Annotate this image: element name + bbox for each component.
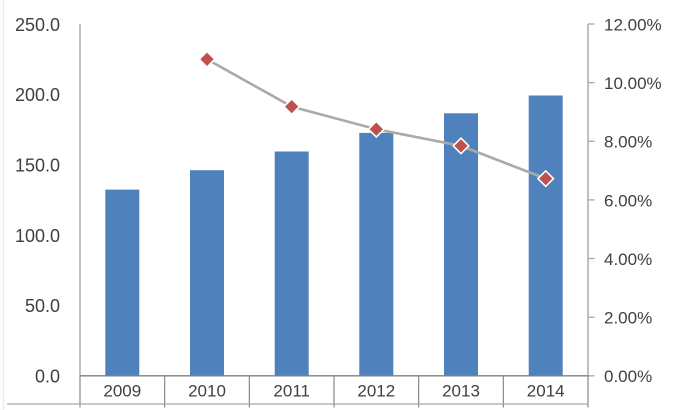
svg-text:2009: 2009 [103,381,141,400]
svg-text:2013: 2013 [442,381,480,400]
svg-text:2010: 2010 [188,381,226,400]
svg-text:2014: 2014 [527,381,565,400]
svg-text:12.00%: 12.00% [604,15,662,34]
svg-text:100.0: 100.0 [15,226,60,246]
svg-text:6.00%: 6.00% [604,191,652,210]
svg-text:2.00%: 2.00% [604,309,652,328]
svg-text:250.0: 250.0 [15,15,60,35]
svg-text:10.00%: 10.00% [604,74,662,93]
svg-text:2011: 2011 [273,381,310,400]
svg-text:200.0: 200.0 [15,85,60,105]
svg-text:150.0: 150.0 [15,156,60,176]
svg-text:0.00%: 0.00% [604,367,652,386]
svg-text:0.0: 0.0 [35,367,60,387]
svg-text:50.0: 50.0 [25,296,60,316]
svg-text:4.00%: 4.00% [604,250,652,269]
svg-text:8.00%: 8.00% [604,133,652,152]
svg-text:2012: 2012 [357,381,395,400]
